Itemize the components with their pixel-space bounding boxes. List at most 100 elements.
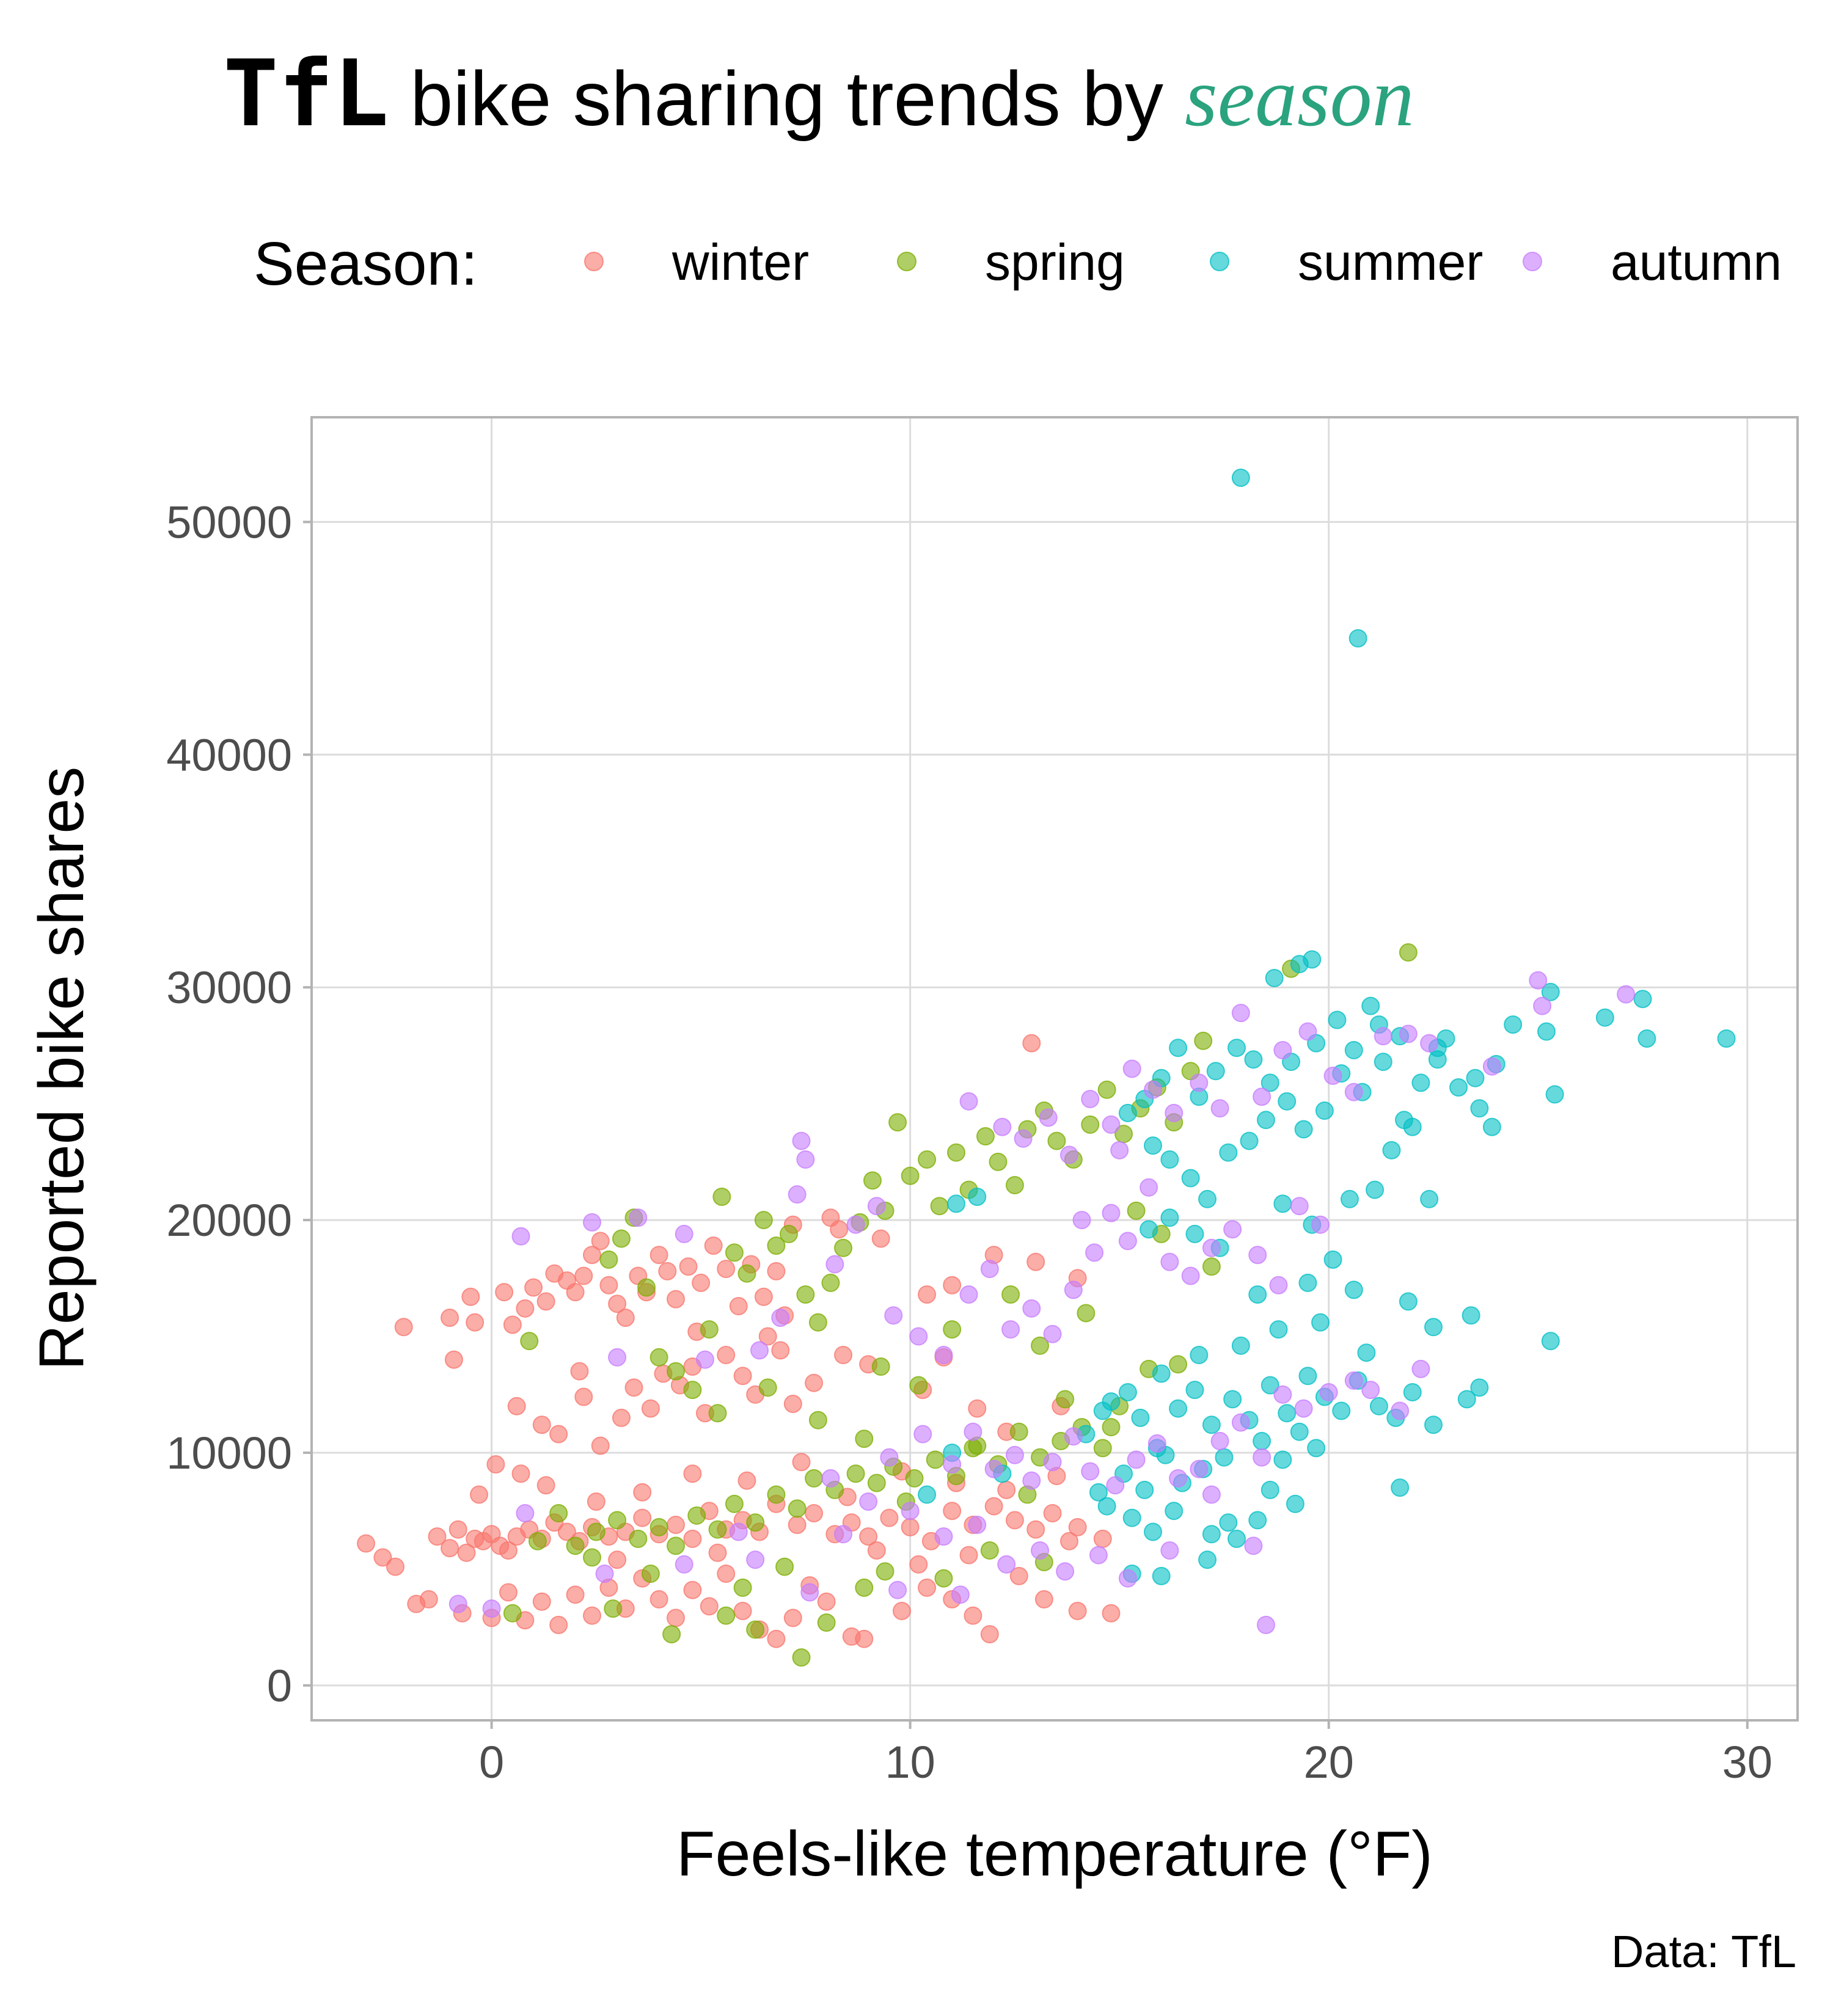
data-point — [964, 1606, 982, 1625]
x-tick-label: 10 — [885, 1737, 935, 1788]
x-tick-label: 0 — [479, 1737, 504, 1788]
legend-item-winter: winter — [584, 233, 809, 291]
data-point — [675, 1555, 693, 1574]
data-point — [675, 1224, 693, 1243]
legend-items: winter spring summer autumn — [584, 233, 1782, 291]
data-point — [1185, 1224, 1204, 1243]
data-point — [959, 1285, 978, 1304]
data-point — [641, 1565, 660, 1583]
data-point — [1059, 1145, 1078, 1164]
data-point — [608, 1511, 627, 1530]
data-point — [821, 1469, 840, 1488]
data-point — [1273, 1450, 1292, 1469]
data-point — [943, 1502, 962, 1521]
data-point — [846, 1464, 865, 1483]
data-point — [788, 1185, 807, 1204]
data-point — [599, 1276, 618, 1295]
data-point — [984, 1459, 1003, 1478]
data-point — [1323, 1250, 1342, 1269]
panel-border — [310, 416, 1799, 1722]
data-point — [441, 1309, 459, 1328]
data-point — [884, 1306, 903, 1325]
data-point — [834, 1525, 853, 1544]
legend-item-summer: summer — [1210, 233, 1483, 291]
data-point — [1323, 1066, 1342, 1085]
data-point — [629, 1529, 648, 1548]
data-point — [1265, 968, 1284, 987]
data-point — [1165, 1502, 1184, 1521]
data-point — [1160, 1541, 1179, 1560]
data-point — [612, 1408, 631, 1427]
data-point — [1202, 1415, 1221, 1434]
data-point — [582, 1548, 601, 1567]
data-point — [943, 1455, 962, 1474]
data-point — [582, 1213, 601, 1232]
data-point — [918, 1285, 937, 1304]
data-point — [1294, 1399, 1313, 1418]
data-point — [863, 1171, 882, 1190]
data-point — [557, 1522, 576, 1541]
data-point — [1248, 1285, 1267, 1304]
data-point — [1165, 1103, 1184, 1122]
data-point — [1122, 1059, 1141, 1078]
data-point — [662, 1625, 681, 1644]
data-point — [783, 1609, 802, 1627]
y-tick-label: 20000 — [166, 1195, 292, 1246]
data-point — [1260, 1376, 1279, 1395]
data-point — [520, 1332, 539, 1351]
data-point — [1449, 1078, 1468, 1097]
data-point — [1219, 1513, 1238, 1532]
data-point — [658, 1262, 677, 1280]
data-point — [913, 1425, 932, 1444]
data-point — [1210, 1431, 1229, 1450]
data-point — [1273, 1385, 1292, 1404]
data-point — [448, 1594, 467, 1613]
data-point — [1009, 1566, 1028, 1585]
data-point — [779, 1224, 798, 1243]
data-point — [901, 1517, 920, 1536]
data-point — [1298, 1367, 1317, 1386]
data-point — [1127, 1450, 1146, 1469]
data-point — [1169, 1039, 1188, 1057]
data-point — [712, 1187, 731, 1206]
data-point — [1085, 1243, 1104, 1262]
data-point — [1637, 1029, 1656, 1048]
data-point — [1089, 1546, 1108, 1565]
data-point — [725, 1243, 744, 1262]
data-point — [587, 1522, 606, 1541]
data-point — [758, 1327, 777, 1346]
data-point — [1545, 1085, 1564, 1104]
data-point — [1190, 1459, 1209, 1478]
data-point — [687, 1506, 706, 1525]
data-point — [1056, 1562, 1075, 1581]
data-point — [373, 1548, 392, 1567]
data-point — [486, 1455, 505, 1474]
data-point — [1198, 1189, 1217, 1208]
data-point — [767, 1236, 786, 1255]
data-point — [1391, 1478, 1410, 1497]
data-point — [1298, 1022, 1317, 1041]
data-point — [737, 1471, 756, 1490]
data-point — [470, 1485, 489, 1504]
data-point — [1382, 1141, 1401, 1160]
data-point — [1260, 1073, 1279, 1092]
data-point — [1541, 1332, 1560, 1351]
data-point — [1147, 1434, 1166, 1453]
data-point — [1361, 1381, 1380, 1400]
data-point — [918, 1150, 937, 1169]
data-point — [1315, 1101, 1334, 1120]
data-point — [457, 1543, 476, 1562]
data-point — [683, 1580, 702, 1599]
title-accent: season — [1185, 50, 1414, 144]
data-point — [708, 1520, 727, 1539]
data-point — [649, 1348, 668, 1367]
data-point — [943, 1320, 962, 1339]
data-point — [1227, 1529, 1246, 1548]
data-point — [1081, 1462, 1100, 1481]
data-point — [729, 1297, 748, 1316]
data-point — [1303, 950, 1322, 969]
data-point — [616, 1309, 635, 1328]
data-point — [1357, 1343, 1376, 1362]
data-point — [1253, 1087, 1271, 1106]
